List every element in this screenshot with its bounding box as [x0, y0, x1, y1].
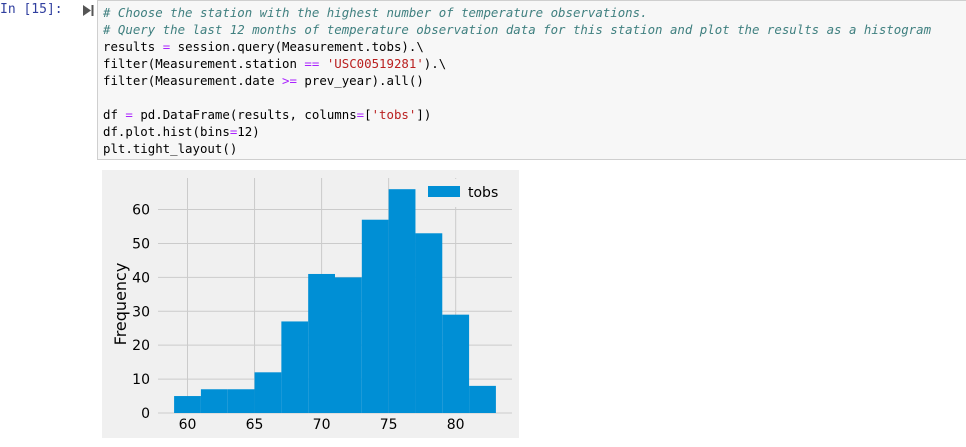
run-cell-icon[interactable] [82, 4, 94, 17]
code-token: ]) [416, 107, 432, 122]
code-token: pd.DataFrame(results, columns [132, 107, 357, 122]
histogram-bar [469, 385, 496, 413]
legend-label: tobs [468, 185, 498, 201]
cell-prompt: In [15]: [0, 2, 63, 17]
code-token: df.plot.hist(bins [103, 124, 230, 139]
code-token: = [125, 107, 133, 122]
histogram-bar [281, 321, 309, 413]
y-axis-label: Frequency [111, 263, 130, 346]
code-line [103, 89, 931, 106]
code-token: [ [364, 107, 372, 122]
code-editor[interactable]: # Choose the station with the highest nu… [103, 4, 931, 157]
histogram-bar [335, 277, 362, 413]
code-token: 'USC00519281' [326, 56, 424, 71]
x-tick-label: 75 [380, 417, 398, 433]
code-token: prev_year).all() [296, 73, 424, 88]
y-tick-label: 0 [141, 406, 150, 422]
code-token [319, 56, 326, 71]
code-token: >= [282, 73, 297, 88]
code-token: # Query the last 12 months of temperatur… [103, 22, 932, 37]
x-tick-label: 70 [313, 417, 331, 433]
code-token: = [356, 107, 365, 122]
output-area: 0 10 20 30 40 50 60 60 65 70 75 80 Frequency tobs [102, 170, 519, 438]
histogram-bar [254, 372, 282, 413]
histogram-bar [227, 389, 255, 413]
y-tick-label: 30 [132, 304, 150, 320]
code-token: # Choose the station with the highest nu… [103, 5, 648, 20]
code-line: df = pd.DataFrame(results, columns=['tob… [103, 106, 931, 123]
code-cell[interactable]: # Choose the station with the highest nu… [97, 0, 966, 160]
histogram-bar [415, 233, 443, 413]
code-token: df [103, 107, 126, 122]
x-tick-label: 80 [447, 417, 465, 433]
code-line: filter(Measurement.date >= prev_year).al… [103, 72, 931, 89]
y-tick-label: 20 [132, 338, 150, 354]
y-tick-label: 50 [132, 236, 150, 252]
x-tick-label: 60 [179, 417, 197, 433]
code-token: 12) [237, 124, 260, 139]
code-line: # Query the last 12 months of temperatur… [103, 21, 931, 38]
histogram-bar [442, 314, 470, 413]
x-tick-label: 65 [246, 417, 264, 433]
code-token: plt.tight_layout() [103, 141, 238, 156]
code-line: plt.tight_layout() [103, 140, 931, 157]
legend-swatch [428, 186, 460, 197]
code-line: # Choose the station with the highest nu… [103, 4, 931, 21]
y-tick-label: 40 [132, 270, 150, 286]
code-token: = [229, 124, 238, 139]
code-token: session.query(Measurement.tobs).\ [170, 39, 424, 54]
code-line: results = session.query(Measurement.tobs… [103, 38, 931, 55]
y-tick-label: 60 [132, 203, 150, 219]
histogram-bar [361, 219, 389, 413]
legend: tobs [420, 179, 512, 207]
code-token: filter(Measurement.station [103, 56, 305, 71]
histogram-bar [308, 273, 335, 413]
y-tick-label: 10 [132, 372, 150, 388]
code-line: filter(Measurement.station == 'USC005192… [103, 55, 931, 72]
code-token: = [162, 39, 171, 54]
code-token: == [304, 56, 320, 71]
code-token: results [103, 39, 163, 54]
code-line: df.plot.hist(bins=12) [103, 123, 931, 140]
histogram-bar [388, 189, 416, 413]
code-token: ).\ [423, 56, 447, 71]
code-token: filter(Measurement.date [103, 73, 283, 88]
histogram-chart: 0 10 20 30 40 50 60 60 65 70 75 80 Frequency tobs [102, 170, 519, 438]
histogram-bar [174, 396, 201, 413]
code-token: 'tobs' [371, 107, 417, 122]
histogram-bar [200, 389, 228, 413]
